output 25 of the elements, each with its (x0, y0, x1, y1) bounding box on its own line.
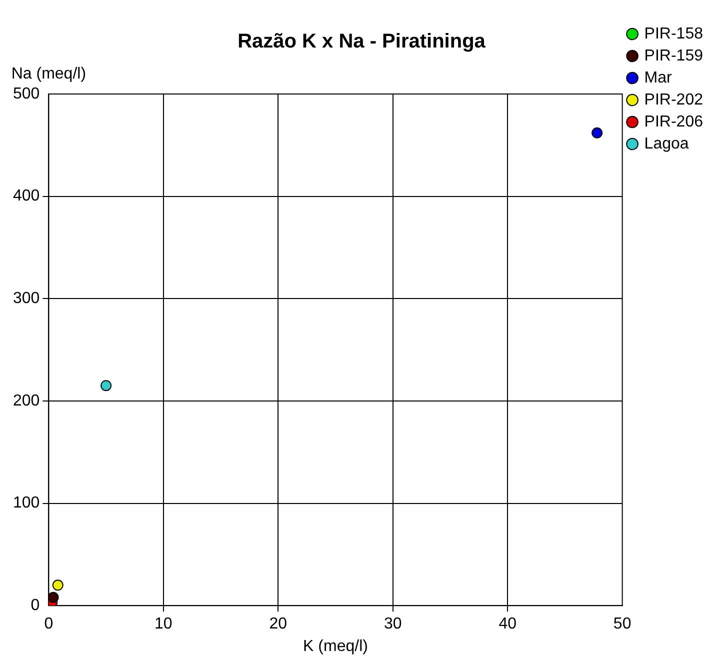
legend-label: PIR-206 (644, 113, 704, 130)
y-tick-label: 100 (12, 494, 40, 512)
point (52, 580, 64, 591)
y-axis-title: Na (meq/l) (11, 65, 86, 82)
x-tick-label: 30 (384, 616, 402, 633)
y-tick-label: 0 (30, 597, 40, 614)
point (48, 592, 59, 603)
legend-label: PIR-158 (644, 25, 704, 42)
legend-label: Lagoa (644, 135, 689, 152)
point (592, 127, 603, 138)
x-tick-label: 40 (498, 616, 517, 633)
x-tick-label: 10 (154, 616, 172, 633)
point (100, 380, 112, 392)
y-tick-label: 400 (12, 188, 40, 205)
x-tick-label: 50 (613, 616, 632, 633)
legend-label: Mar (644, 69, 673, 86)
x-axis-title: K (meq/l) (303, 638, 368, 655)
y-tick-label: 500 (12, 85, 40, 102)
x-tick-label: 0 (44, 616, 54, 633)
chart-title: Razão K x Na - Piratininga (238, 30, 486, 53)
y-tick-label: 300 (12, 290, 40, 308)
x-tick-label: 20 (269, 616, 288, 633)
legend-label: PIR-159 (644, 47, 704, 64)
y-tick-label: 200 (12, 392, 40, 410)
legend-label: PIR-202 (644, 91, 704, 108)
